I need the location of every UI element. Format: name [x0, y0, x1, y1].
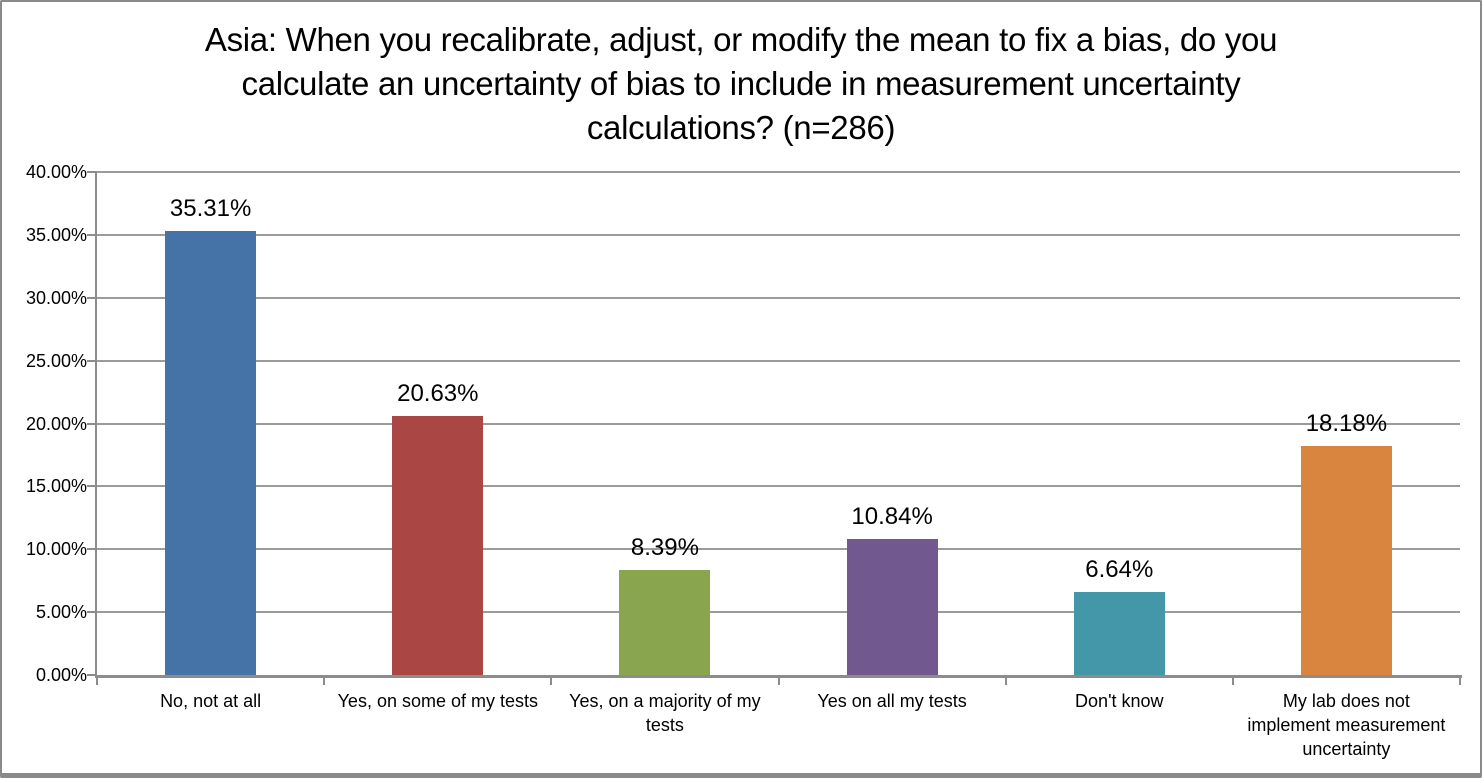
- x-tick-mark: [96, 675, 98, 685]
- y-tick-label: 35.00%: [25, 224, 87, 245]
- y-tick-label: 0.00%: [35, 665, 87, 685]
- bar: [1073, 591, 1165, 675]
- bar-value-label: 10.84%: [851, 502, 933, 530]
- y-tick-label: 5.00%: [35, 602, 87, 623]
- bar-value-label: 20.63%: [397, 379, 479, 407]
- bar: [846, 538, 938, 675]
- bar-value-label: 6.64%: [1085, 555, 1154, 583]
- category-label: Yes on all my tests: [817, 691, 967, 711]
- bar: [619, 569, 711, 675]
- gridline: [97, 296, 1460, 299]
- x-axis-line: [95, 675, 1462, 678]
- y-tick-mark: [87, 171, 97, 173]
- y-tick-label: 30.00%: [25, 287, 87, 308]
- gridline: [97, 422, 1460, 425]
- gridline: [97, 548, 1460, 551]
- y-tick-mark: [87, 674, 97, 676]
- x-tick-mark: [323, 675, 326, 685]
- bar: [1300, 446, 1392, 675]
- y-tick-mark: [87, 359, 97, 362]
- y-tick-label: 25.00%: [25, 350, 87, 371]
- gridline: [97, 359, 1460, 362]
- gridline: [97, 611, 1460, 614]
- y-tick-label: 20.00%: [25, 413, 87, 434]
- bar-value-label: 8.39%: [630, 533, 699, 561]
- x-tick-mark: [777, 675, 780, 685]
- gridline: [97, 485, 1460, 488]
- y-tick-label: 40.00%: [25, 162, 87, 182]
- bar: [165, 231, 257, 675]
- x-tick-mark: [1231, 675, 1234, 685]
- bar-value-label: 18.18%: [1305, 410, 1388, 438]
- y-tick-mark: [87, 485, 97, 488]
- category-label: No, not at all: [160, 691, 262, 711]
- x-tick-mark: [550, 675, 553, 685]
- category-label: Yes, on some of my tests: [337, 691, 539, 711]
- chart-title: Asia: When you recalibrate, adjust, or m…: [204, 21, 1278, 146]
- x-tick-mark: [1459, 675, 1461, 685]
- y-tick-label: 10.00%: [25, 539, 87, 560]
- y-axis-line: [95, 172, 97, 677]
- y-tick-mark: [87, 296, 97, 299]
- category-label: Don't know: [1075, 691, 1164, 711]
- y-tick-mark: [87, 233, 97, 236]
- bar-value-label: 35.31%: [169, 195, 252, 222]
- category-label: Yes, on a majority of my tests: [569, 691, 761, 735]
- y-tick-label: 15.00%: [25, 476, 87, 497]
- x-tick-mark: [1004, 675, 1007, 685]
- gridline: [97, 171, 1460, 173]
- bar: [392, 415, 484, 675]
- gridline: [97, 233, 1460, 236]
- y-tick-mark: [87, 548, 97, 551]
- category-label: My lab does not implement measurement un…: [1247, 691, 1446, 759]
- y-tick-mark: [87, 422, 97, 425]
- y-tick-mark: [87, 611, 97, 614]
